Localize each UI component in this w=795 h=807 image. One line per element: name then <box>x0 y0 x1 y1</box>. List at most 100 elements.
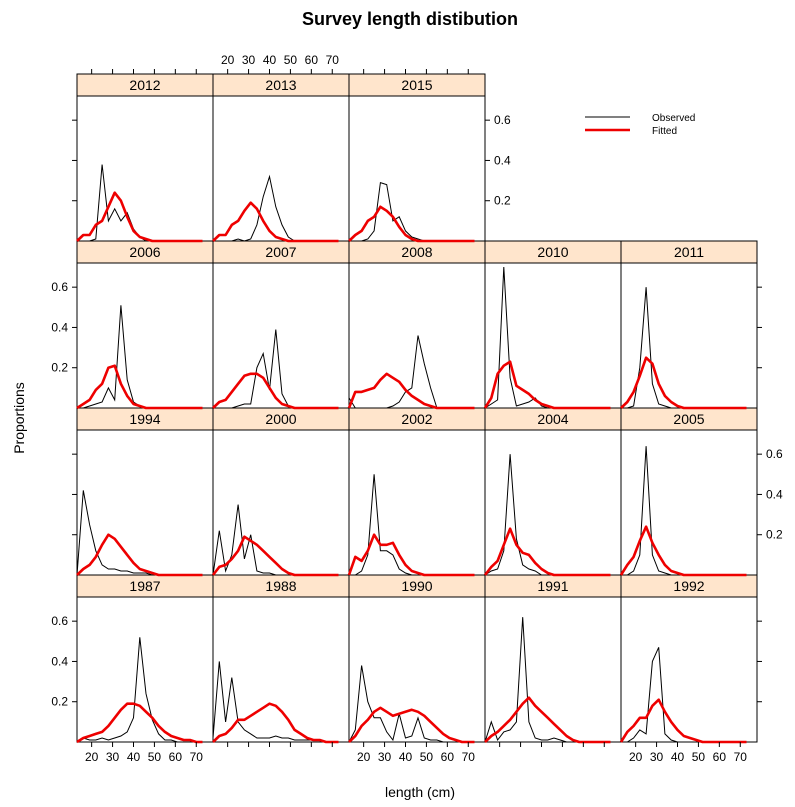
bottom-x-tick-label: 70 <box>190 750 204 764</box>
left-y-tick-label: 0.6 <box>51 614 68 628</box>
observed-line-2010 <box>484 266 611 409</box>
strip-label-2000: 2000 <box>265 411 296 427</box>
strip-label-2010: 2010 <box>537 244 568 260</box>
plot-area-1991 <box>484 596 622 743</box>
right-y-tick-label: 0.2 <box>766 528 783 542</box>
strip-label-1988: 1988 <box>265 578 296 594</box>
observed-line-2013 <box>213 174 339 242</box>
plot-area-2005 <box>620 429 758 576</box>
strip-label-2005: 2005 <box>673 411 704 427</box>
observed-line-2005 <box>621 446 747 576</box>
bottom-x-tick-label: 60 <box>169 750 183 764</box>
panel-2002: 2002 <box>347 407 486 577</box>
observed-line-1991 <box>484 617 611 743</box>
plot-area-1988 <box>212 596 350 743</box>
fitted-line-1990 <box>348 706 475 744</box>
panel-1988: 1988 <box>212 574 350 744</box>
strip-label-2006: 2006 <box>129 244 160 260</box>
panel-1987: 1987 <box>76 574 214 744</box>
plot-area-2006 <box>76 262 214 409</box>
fitted-line-2008 <box>347 372 475 410</box>
bottom-x-tick-label: 40 <box>671 750 685 764</box>
bottom-x-tick-label: 50 <box>420 750 434 764</box>
fitted-line-1992 <box>619 698 747 744</box>
y-axis-title: Proportions <box>11 382 27 454</box>
fitted-line-2000 <box>211 535 339 577</box>
panel-2011: 2011 <box>620 240 758 410</box>
top-x-tick-label: 70 <box>326 53 340 67</box>
fitted-line-2012 <box>76 191 203 243</box>
panel-2000: 2000 <box>211 407 350 577</box>
panel-2013: 2013 <box>212 73 350 243</box>
axes: 20 30 40 50 60 70 20 30 40 50 60 70 20 30 40 50 60 70 20 30… <box>51 53 783 764</box>
bottom-x-tick-label: 20 <box>629 750 643 764</box>
panel-2010: 2010 <box>483 240 622 410</box>
panel-2007: 2007 <box>212 240 350 410</box>
left-y-tick-label: 0.4 <box>51 320 68 334</box>
left-y-tick-label: 0.6 <box>51 280 68 294</box>
right-y-tick-label: 0.4 <box>766 487 783 501</box>
bottom-x-tick-label: 30 <box>106 750 120 764</box>
left-y-tick-label: 0.2 <box>51 695 68 709</box>
top-x-tick-label: 60 <box>305 53 319 67</box>
observed-line-1987 <box>76 637 203 743</box>
panel-2008: 2008 <box>347 240 486 410</box>
fitted-line-2007 <box>212 372 339 410</box>
panel-1992: 1992 <box>619 574 758 744</box>
panel-2012: 2012 <box>76 73 214 243</box>
strip-label-2012: 2012 <box>129 77 160 93</box>
bottom-x-tick-label: 70 <box>734 750 748 764</box>
plot-area-2013 <box>212 95 350 242</box>
right-y-tick-label: 0.6 <box>494 113 511 127</box>
plot-area-2011 <box>620 262 758 409</box>
bottom-x-tick-label: 60 <box>713 750 727 764</box>
panel-2004: 2004 <box>483 407 622 577</box>
left-y-tick-label: 0.2 <box>51 361 68 375</box>
observed-line-1992 <box>621 647 747 743</box>
observed-line-2012 <box>77 164 203 242</box>
fitted-line-2005 <box>619 525 747 577</box>
legend-observed-label: Observed <box>652 113 695 124</box>
bottom-x-tick-label: 40 <box>399 750 413 764</box>
bottom-x-tick-label: 20 <box>85 750 99 764</box>
x-axis-title: length (cm) <box>385 784 455 800</box>
observed-line-2006 <box>77 305 203 409</box>
plot-area-2000 <box>212 429 350 576</box>
right-y-tick-label: 0.2 <box>494 194 511 208</box>
strip-label-2008: 2008 <box>401 244 432 260</box>
strip-label-1994: 1994 <box>129 411 160 427</box>
fitted-line-1988 <box>212 702 339 744</box>
strip-label-2015: 2015 <box>401 77 432 93</box>
panel-1994: 1994 <box>76 407 214 577</box>
legend-fitted-label: Fitted <box>652 126 677 137</box>
chart-title: Survey length distibution <box>302 9 518 29</box>
fitted-line-2015 <box>348 205 475 243</box>
fitted-line-1994 <box>76 533 203 577</box>
observed-line-2002 <box>349 474 475 576</box>
strip-label-1990: 1990 <box>401 578 432 594</box>
panel-2006: 2006 <box>76 240 214 410</box>
strip-label-2004: 2004 <box>537 411 568 427</box>
observed-line-1988 <box>212 661 339 743</box>
strip-label-2007: 2007 <box>265 244 296 260</box>
bottom-x-tick-label: 30 <box>378 750 392 764</box>
strip-label-1992: 1992 <box>673 578 704 594</box>
strip-label-2011: 2011 <box>674 244 704 260</box>
strip-label-2002: 2002 <box>401 411 432 427</box>
fitted-line-2010 <box>483 360 611 410</box>
panel-1991: 1991 <box>484 574 622 744</box>
legend: Observed Fitted <box>585 113 695 137</box>
plot-area-1992 <box>620 596 758 743</box>
plot-area-2008 <box>348 262 486 409</box>
observed-line-2011 <box>621 287 747 409</box>
top-x-tick-label: 40 <box>263 53 277 67</box>
bottom-x-tick-label: 60 <box>441 750 455 764</box>
strip-label-1991: 1991 <box>537 578 568 594</box>
top-x-tick-label: 20 <box>221 53 235 67</box>
observed-line-2015 <box>349 181 475 242</box>
bottom-x-tick-label: 50 <box>148 750 162 764</box>
panel-1990: 1990 <box>348 574 486 744</box>
bottom-x-tick-label: 30 <box>650 750 664 764</box>
strip-label-2013: 2013 <box>265 77 296 93</box>
